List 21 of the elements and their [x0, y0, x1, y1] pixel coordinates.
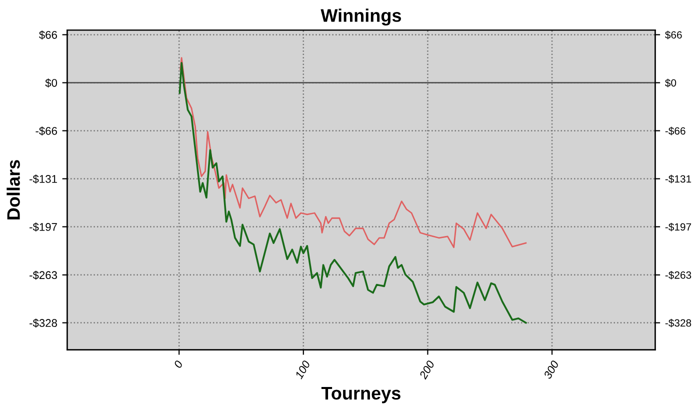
y2-tick-label: $66 [665, 30, 682, 40]
y-tick-label: -$197 [30, 222, 57, 232]
y2-tick-label: -$328 [665, 318, 692, 328]
y-tick-label: $66 [39, 30, 57, 40]
y-tick-label: -$328 [30, 318, 57, 328]
x-axis-title: Tourneys [321, 387, 400, 404]
y-axis-title: Dollars [6, 160, 20, 220]
y2-tick-label: -$263 [665, 270, 692, 280]
y2-tick-label: -$197 [665, 222, 692, 232]
chart-title: Winnings [320, 8, 401, 26]
x-tick-label: 300 [543, 360, 560, 380]
y-tick-label: -$263 [30, 270, 57, 280]
y-tick-label: -$66 [36, 126, 57, 136]
y2-tick-label: -$66 [665, 126, 686, 136]
y2-tick-label: $0 [665, 78, 676, 88]
line-series [180, 57, 527, 248]
line-series [178, 62, 527, 324]
y-tick-label: $0 [45, 78, 58, 88]
x-tick-label: 0 [174, 360, 184, 369]
y-tick-label: -$131 [30, 174, 57, 184]
y2-tick-label: -$131 [665, 174, 692, 184]
